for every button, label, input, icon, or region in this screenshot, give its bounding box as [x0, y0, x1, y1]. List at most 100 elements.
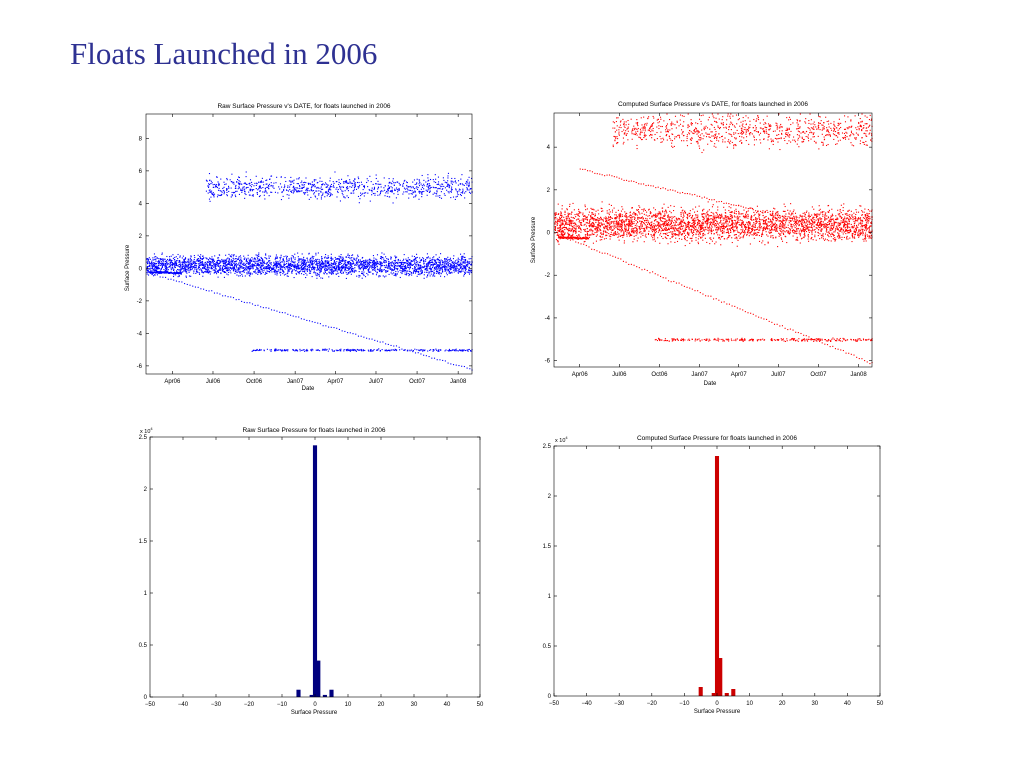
data-point: [388, 263, 390, 265]
data-point: [702, 224, 704, 227]
data-point: [160, 258, 162, 261]
data-point: [447, 175, 449, 177]
data-point: [453, 264, 456, 266]
data-point: [434, 275, 436, 277]
data-point: [370, 349, 372, 352]
data-point: [288, 197, 290, 199]
data-point: [250, 259, 252, 261]
data-point: [294, 267, 296, 269]
data-point: [234, 187, 236, 189]
y-tick-label: 0: [139, 266, 143, 272]
data-point: [396, 265, 398, 267]
data-point: [395, 262, 397, 264]
data-point: [283, 274, 285, 276]
data-point: [442, 183, 444, 185]
data-point: [412, 272, 414, 274]
data-point: [280, 256, 282, 258]
data-point: [221, 193, 223, 195]
data-point: [417, 186, 419, 189]
data-point: [411, 260, 413, 262]
data-point: [830, 220, 832, 223]
data-point: [167, 278, 169, 280]
data-point: [554, 226, 556, 228]
data-point: [427, 189, 429, 191]
data-point: [329, 264, 331, 266]
data-point: [284, 176, 286, 179]
data-point: [307, 187, 309, 189]
data-point: [266, 262, 268, 264]
data-point: [270, 263, 272, 265]
data-point: [345, 264, 347, 266]
data-point: [800, 219, 802, 221]
data-point: [336, 261, 338, 263]
data-point: [185, 264, 187, 266]
data-point: [230, 268, 233, 270]
data-point: [170, 269, 172, 271]
data-point: [268, 261, 270, 263]
data-point: [312, 265, 314, 267]
data-point: [455, 364, 457, 366]
data-point: [460, 263, 462, 266]
data-point: [312, 257, 314, 259]
data-point: [462, 349, 464, 351]
data-point: [352, 270, 354, 272]
data-point: [204, 262, 206, 264]
data-point: [247, 267, 249, 269]
data-point: [362, 262, 365, 264]
data-point: [198, 264, 200, 266]
data-point: [341, 268, 343, 270]
data-point: [231, 181, 233, 183]
data-point: [229, 264, 231, 266]
data-point: [426, 190, 428, 192]
data-point: [329, 177, 331, 179]
data-point: [555, 216, 557, 218]
data-point: [245, 268, 247, 270]
data-point: [692, 222, 694, 224]
data-point: [416, 188, 419, 190]
data-point: [381, 269, 383, 271]
data-point: [434, 266, 436, 268]
data-point: [310, 187, 313, 189]
data-point: [400, 261, 402, 264]
data-point: [347, 196, 349, 199]
data-point: [694, 222, 697, 224]
data-point: [391, 268, 393, 270]
data-point: [193, 272, 195, 274]
data-point: [196, 262, 198, 265]
data-point: [248, 272, 250, 274]
data-point: [256, 256, 258, 258]
data-point: [244, 182, 246, 184]
data-point: [452, 349, 454, 351]
data-point: [276, 262, 278, 264]
data-point: [271, 268, 273, 270]
data-point: [266, 186, 268, 188]
data-point: [447, 268, 449, 270]
data-point: [390, 265, 392, 267]
data-point: [459, 253, 462, 255]
data-point: [345, 272, 347, 274]
data-point: [288, 194, 290, 196]
data-point: [464, 197, 466, 199]
data-point: [216, 196, 219, 198]
data-point: [184, 264, 187, 266]
data-point: [167, 258, 169, 261]
data-point: [845, 229, 847, 231]
data-point: [257, 269, 259, 271]
data-point: [179, 255, 181, 257]
data-point: [160, 270, 162, 273]
data-point: [343, 349, 345, 351]
data-point: [351, 259, 353, 261]
data-point: [302, 192, 305, 194]
data-point: [469, 368, 471, 370]
data-point: [254, 258, 256, 260]
data-point: [419, 349, 421, 351]
data-point: [416, 182, 418, 184]
data-point: [251, 181, 253, 183]
data-point: [210, 264, 212, 266]
data-point: [231, 173, 233, 175]
data-point: [338, 328, 340, 331]
data-point: [402, 260, 404, 262]
data-point: [194, 266, 196, 268]
data-point: [290, 258, 292, 260]
data-point: [194, 262, 196, 264]
